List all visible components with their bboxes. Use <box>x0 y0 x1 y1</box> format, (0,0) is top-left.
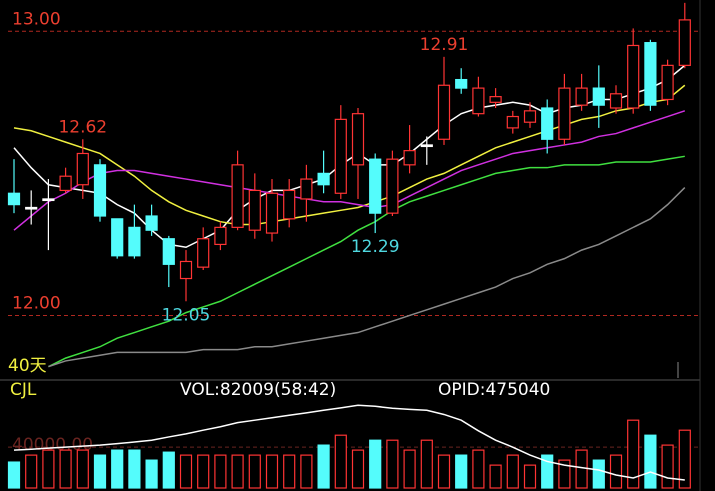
candle-body <box>145 215 158 231</box>
volume-bar <box>541 454 554 489</box>
volume-bar <box>575 449 588 489</box>
candle-body <box>7 192 21 206</box>
volume-bar <box>76 449 89 489</box>
y-tick-label: 40000.00 <box>12 435 93 455</box>
volume-bar <box>231 454 244 489</box>
candle-body <box>661 64 674 101</box>
price-annotation: 12.05 <box>162 305 211 325</box>
candle-body <box>437 84 451 140</box>
candle-body <box>283 189 296 220</box>
volume-bar <box>334 434 347 489</box>
price-annotation: 12.29 <box>351 237 400 257</box>
moving-average-line <box>48 187 686 368</box>
candle-body <box>42 198 55 202</box>
volume-bar <box>351 449 365 489</box>
moving-average-line <box>48 155 685 368</box>
candle-body <box>179 260 193 280</box>
volume-bar <box>386 439 399 489</box>
volume-bar <box>437 454 451 489</box>
moving-average-line <box>13 110 686 231</box>
volume-bar <box>179 454 193 489</box>
volume-bar <box>644 434 657 489</box>
volume-bar <box>369 439 382 489</box>
volume-bar <box>25 454 38 489</box>
volume-bar <box>523 464 537 489</box>
candle-body <box>506 115 519 129</box>
candle-body <box>111 218 124 257</box>
candle-body <box>197 238 210 268</box>
candle-body <box>76 152 89 186</box>
volume-bar <box>197 454 210 489</box>
candle-body <box>93 164 107 217</box>
y-tick-label: 12.00 <box>12 293 61 313</box>
candle-body <box>162 238 175 265</box>
volume-bar <box>420 439 433 489</box>
moving-average-line <box>13 64 686 249</box>
volume-bar <box>317 444 330 489</box>
volume-bar <box>145 459 158 489</box>
volume-bar <box>162 451 175 489</box>
candle-body <box>489 96 502 103</box>
candle-body <box>300 178 313 200</box>
candle-body <box>351 113 365 166</box>
panel-title: CJL <box>10 380 37 400</box>
volume-bar <box>506 454 519 489</box>
volume-bar <box>7 461 21 489</box>
candle-body <box>575 87 588 106</box>
candle-body <box>231 164 244 228</box>
volume-bar <box>627 419 640 489</box>
candle-body <box>403 150 416 166</box>
candle-body <box>455 78 468 89</box>
volume-bar <box>489 464 502 489</box>
candle-body <box>128 226 141 257</box>
price-annotation: 13.10<--- <box>607 0 688 1</box>
volume-bar <box>455 454 468 489</box>
candle-body <box>248 189 261 231</box>
volume-bar <box>661 444 674 489</box>
y-tick-label: 13.00 <box>12 9 61 29</box>
volume-bar <box>59 449 72 489</box>
volume-bar <box>128 449 141 489</box>
candle-body <box>523 110 537 123</box>
candle-body <box>369 158 382 214</box>
candle-body <box>334 118 347 194</box>
volume-bar <box>472 449 485 489</box>
candle-body <box>678 19 691 66</box>
candle-body <box>420 144 433 148</box>
volume-bar <box>403 449 416 489</box>
candle-body <box>609 93 623 109</box>
candle-body <box>386 158 399 214</box>
volume-bar <box>678 429 691 489</box>
candle-body <box>558 87 571 140</box>
price-annotation: 12.91 <box>420 35 469 55</box>
volume-bar <box>248 454 261 489</box>
volume-bar <box>300 454 313 489</box>
volume-bar <box>283 454 296 489</box>
price-annotation: 12.62 <box>58 117 107 137</box>
indicator-text: VOL:82009(58:42) <box>180 380 336 400</box>
candle-body <box>592 87 605 106</box>
candle-body <box>317 172 330 186</box>
candle-body <box>644 42 657 106</box>
period-label: 40天 <box>8 356 47 376</box>
candle-body <box>214 226 227 246</box>
volume-bar <box>265 454 279 489</box>
candle-body <box>627 44 640 109</box>
candle-body <box>265 192 279 234</box>
candle-body <box>541 107 554 140</box>
volume-bar <box>558 459 571 489</box>
volume-bar <box>93 454 107 489</box>
volume-bar <box>111 449 124 489</box>
volume-average-line <box>13 404 685 481</box>
volume-bar <box>592 459 605 489</box>
candle-body <box>472 87 485 115</box>
candle-body <box>25 206 38 210</box>
volume-bar <box>609 454 623 489</box>
volume-bar <box>42 449 55 489</box>
candle-body <box>59 175 72 192</box>
volume-bar <box>214 454 227 489</box>
indicator-text: OPID:475040 <box>438 380 550 400</box>
